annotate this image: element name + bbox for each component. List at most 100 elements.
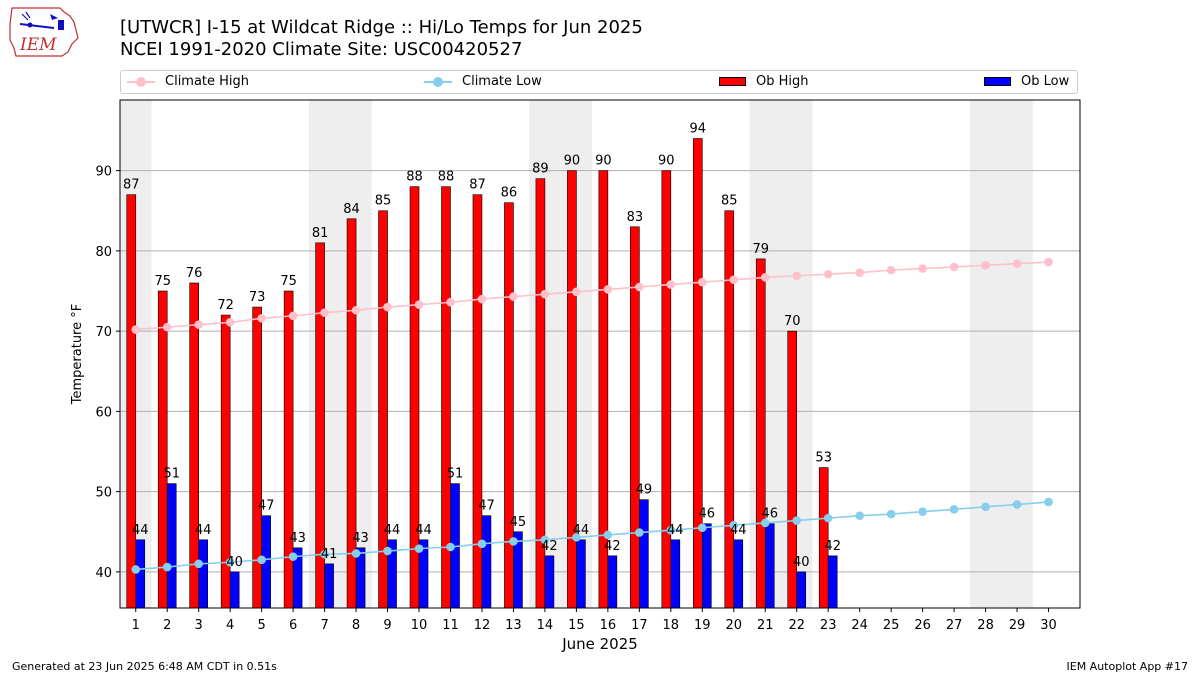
bar-ob-low-day-22 xyxy=(796,571,807,609)
xtick-label-30: 30 xyxy=(1040,618,1057,633)
ytick-label-50: 50 xyxy=(95,486,112,501)
xtick-label-24: 24 xyxy=(851,618,868,633)
label-ob-low-day-2: 51 xyxy=(163,467,180,482)
xtick-label-4: 4 xyxy=(226,618,234,633)
point-climate-low-day-9 xyxy=(383,546,392,556)
label-ob-low-day-4: 40 xyxy=(226,555,243,570)
label-ob-low-day-7: 41 xyxy=(321,547,338,562)
ytick-label-80: 80 xyxy=(95,245,112,260)
point-climate-low-day-11 xyxy=(446,542,455,552)
point-climate-low-day-23 xyxy=(823,513,833,523)
bar-ob-low-day-8 xyxy=(355,547,366,609)
bar-ob-high-day-10 xyxy=(409,186,420,609)
line-climate-low xyxy=(135,501,1049,571)
xtick-label-7: 7 xyxy=(320,618,328,633)
weekend-shade-day-7 xyxy=(308,100,341,608)
label-ob-high-day-17: 83 xyxy=(627,210,644,225)
bar-ob-high-day-19 xyxy=(692,138,703,609)
xtick-label-11: 11 xyxy=(442,618,459,633)
point-climate-low-day-27 xyxy=(949,504,959,514)
point-climate-high-day-10 xyxy=(414,300,424,309)
bar-ob-high-day-3 xyxy=(189,282,199,609)
point-climate-high-day-8 xyxy=(351,305,361,315)
point-climate-low-day-4 xyxy=(225,557,235,567)
point-climate-high-day-6 xyxy=(288,311,298,321)
point-climate-high-day-13 xyxy=(509,292,518,301)
label-ob-high-day-13: 86 xyxy=(501,186,518,201)
point-climate-low-day-18 xyxy=(666,525,676,535)
point-climate-low-day-21 xyxy=(760,518,770,528)
bar-ob-low-day-23 xyxy=(827,555,838,609)
bar-ob-low-day-6 xyxy=(292,547,303,609)
label-ob-high-day-10: 88 xyxy=(406,170,423,185)
point-climate-high-day-12 xyxy=(477,294,487,304)
climate-low-swatch xyxy=(424,75,452,89)
bar-ob-low-day-20 xyxy=(733,539,744,609)
bar-ob-low-day-7 xyxy=(324,563,334,609)
point-climate-high-day-27 xyxy=(949,262,959,272)
bar-ob-high-day-11 xyxy=(441,186,451,609)
point-climate-high-day-4 xyxy=(225,318,235,327)
climate-high-swatch xyxy=(127,75,155,89)
bar-ob-high-day-7 xyxy=(315,242,325,609)
bar-ob-high-day-5 xyxy=(252,306,262,609)
legend-item-climate-low: Climate Low xyxy=(424,74,542,89)
bar-ob-high-day-15 xyxy=(567,170,577,609)
bar-ob-high-day-4 xyxy=(220,314,231,609)
bar-ob-low-day-4 xyxy=(229,571,240,609)
label-ob-low-day-10: 44 xyxy=(415,523,432,538)
label-ob-low-day-5: 47 xyxy=(258,499,275,514)
point-climate-high-day-19 xyxy=(697,277,707,287)
legend-label-climate-low: Climate Low xyxy=(462,74,542,89)
point-climate-high-day-20 xyxy=(729,275,739,285)
xtick-label-19: 19 xyxy=(694,618,711,633)
weekend-shade-day-8 xyxy=(340,100,372,608)
point-climate-low-day-3 xyxy=(194,559,203,569)
weekend-shade-day-15 xyxy=(560,100,593,608)
point-climate-high-day-23 xyxy=(823,269,833,279)
legend-label-ob-low: Ob Low xyxy=(1021,74,1070,89)
xtick-label-27: 27 xyxy=(946,618,963,633)
xtick-label-22: 22 xyxy=(788,618,805,633)
bar-ob-high-day-21 xyxy=(755,258,766,609)
bar-ob-high-day-23 xyxy=(818,467,829,609)
point-climate-low-day-8 xyxy=(351,549,361,558)
label-ob-low-day-3: 44 xyxy=(195,523,212,538)
bar-ob-low-day-21 xyxy=(764,523,775,609)
xtick-label-18: 18 xyxy=(663,618,680,633)
bar-ob-high-day-1 xyxy=(126,194,137,609)
weekend-shade-day-1 xyxy=(120,100,152,608)
ytick-label-40: 40 xyxy=(95,566,112,581)
point-climate-low-day-19 xyxy=(697,523,707,533)
bar-ob-high-day-16 xyxy=(598,170,609,609)
point-climate-high-day-1 xyxy=(131,325,141,334)
point-climate-high-day-11 xyxy=(446,297,455,307)
weekend-shade-day-21 xyxy=(749,100,781,608)
point-climate-high-day-26 xyxy=(918,264,927,273)
point-climate-high-day-7 xyxy=(320,308,329,317)
point-climate-low-day-12 xyxy=(477,539,487,549)
chart-title: [UTWCR] I-15 at Wildcat Ridge :: Hi/Lo T… xyxy=(120,17,643,38)
point-climate-low-day-10 xyxy=(414,544,424,553)
bar-ob-low-day-16 xyxy=(607,555,618,609)
point-climate-low-day-6 xyxy=(288,552,298,561)
bar-ob-low-day-2 xyxy=(166,483,177,609)
generated-timestamp: Generated at 23 Jun 2025 6:48 AM CDT in … xyxy=(12,660,277,673)
point-climate-high-day-28 xyxy=(981,261,990,270)
label-ob-low-day-20: 44 xyxy=(730,523,747,538)
label-ob-high-day-16: 90 xyxy=(595,154,612,169)
weekend-shade-day-14 xyxy=(529,100,561,608)
point-climate-high-day-21 xyxy=(760,273,770,282)
xtick-label-21: 21 xyxy=(757,618,774,633)
label-ob-low-day-12: 47 xyxy=(478,499,495,514)
label-ob-low-day-8: 43 xyxy=(352,531,369,546)
point-climate-low-day-13 xyxy=(509,537,518,546)
legend: Climate High Climate Low Ob High Ob Low xyxy=(120,70,1078,94)
bar-ob-high-day-20 xyxy=(724,210,735,609)
legend-item-climate-high: Climate High xyxy=(127,74,249,89)
bar-ob-low-day-3 xyxy=(198,539,208,609)
label-ob-high-day-15: 90 xyxy=(564,154,581,169)
bar-ob-low-day-19 xyxy=(701,523,712,609)
bar-ob-low-day-18 xyxy=(670,539,681,609)
xtick-label-10: 10 xyxy=(411,618,428,633)
